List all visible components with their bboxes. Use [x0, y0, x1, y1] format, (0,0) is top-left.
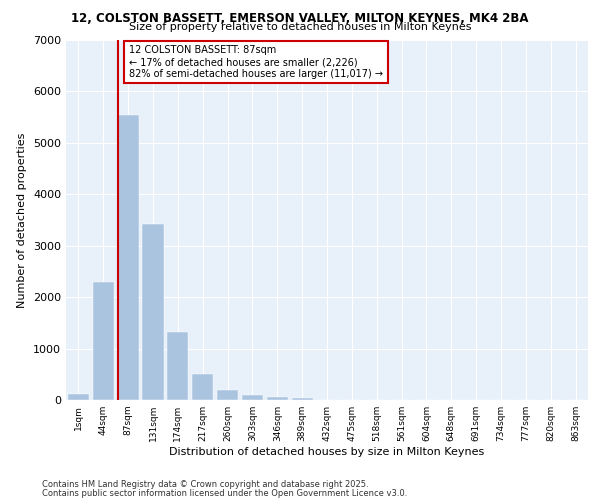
Text: Contains public sector information licensed under the Open Government Licence v3: Contains public sector information licen… — [42, 488, 407, 498]
Bar — [118, 114, 139, 400]
Bar — [167, 332, 188, 400]
Bar — [93, 282, 114, 400]
Bar — [68, 394, 89, 400]
Bar — [242, 395, 263, 400]
Y-axis label: Number of detached properties: Number of detached properties — [17, 132, 28, 308]
Bar — [292, 398, 313, 400]
X-axis label: Distribution of detached houses by size in Milton Keynes: Distribution of detached houses by size … — [169, 447, 485, 457]
Bar — [142, 224, 164, 400]
Text: Size of property relative to detached houses in Milton Keynes: Size of property relative to detached ho… — [129, 22, 471, 32]
Bar — [217, 390, 238, 400]
Text: 12, COLSTON BASSETT, EMERSON VALLEY, MILTON KEYNES, MK4 2BA: 12, COLSTON BASSETT, EMERSON VALLEY, MIL… — [71, 12, 529, 26]
Bar — [267, 397, 288, 400]
Bar — [192, 374, 213, 400]
Text: 12 COLSTON BASSETT: 87sqm
← 17% of detached houses are smaller (2,226)
82% of se: 12 COLSTON BASSETT: 87sqm ← 17% of detac… — [128, 46, 383, 78]
Text: Contains HM Land Registry data © Crown copyright and database right 2025.: Contains HM Land Registry data © Crown c… — [42, 480, 368, 489]
